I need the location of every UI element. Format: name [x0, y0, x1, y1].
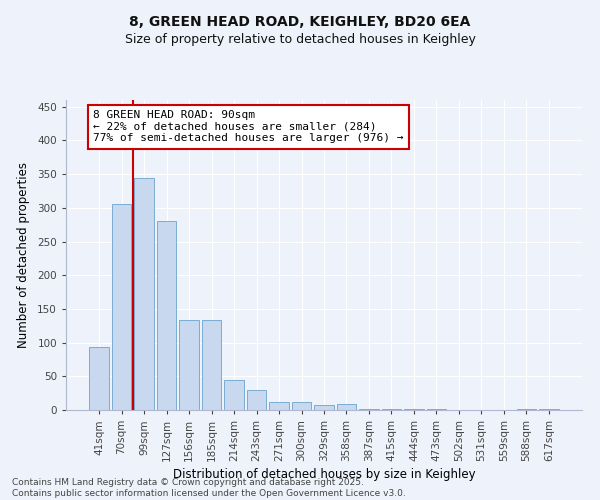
Bar: [359, 408, 379, 410]
Text: 8 GREEN HEAD ROAD: 90sqm
← 22% of detached houses are smaller (284)
77% of semi-: 8 GREEN HEAD ROAD: 90sqm ← 22% of detach…: [94, 110, 404, 144]
Bar: [134, 178, 154, 410]
Bar: [89, 348, 109, 410]
Text: 8, GREEN HEAD ROAD, KEIGHLEY, BD20 6EA: 8, GREEN HEAD ROAD, KEIGHLEY, BD20 6EA: [130, 15, 470, 29]
Bar: [269, 402, 289, 410]
Bar: [247, 390, 266, 410]
Bar: [292, 402, 311, 410]
X-axis label: Distribution of detached houses by size in Keighley: Distribution of detached houses by size …: [173, 468, 475, 481]
Bar: [314, 406, 334, 410]
Bar: [517, 408, 536, 410]
Text: Contains HM Land Registry data © Crown copyright and database right 2025.
Contai: Contains HM Land Registry data © Crown c…: [12, 478, 406, 498]
Bar: [224, 380, 244, 410]
Y-axis label: Number of detached properties: Number of detached properties: [17, 162, 30, 348]
Bar: [202, 320, 221, 410]
Text: Size of property relative to detached houses in Keighley: Size of property relative to detached ho…: [125, 32, 475, 46]
Bar: [179, 320, 199, 410]
Bar: [382, 408, 401, 410]
Bar: [112, 204, 131, 410]
Bar: [337, 404, 356, 410]
Bar: [157, 222, 176, 410]
